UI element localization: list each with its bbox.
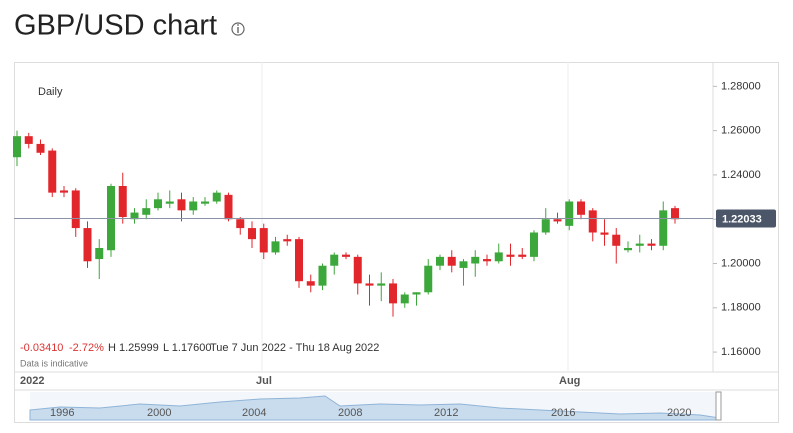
candle-body [154, 199, 162, 209]
navigator-label: 2004 [242, 407, 266, 419]
candle-body [389, 283, 397, 304]
candle-body [224, 194, 233, 220]
candle-body [71, 190, 80, 229]
candle-body [612, 234, 621, 246]
x-tick-label: Aug [559, 375, 580, 387]
navigator-label: 2008 [338, 407, 362, 419]
navigator-label: 1996 [50, 407, 74, 419]
candle-body [212, 192, 221, 202]
candle-body [342, 254, 350, 257]
candle-body [447, 256, 456, 266]
candle-body [600, 232, 609, 235]
candle-body [377, 283, 386, 286]
candle-body [624, 248, 632, 251]
candle-body [13, 136, 21, 158]
candle-body [201, 201, 209, 204]
candle-body [565, 201, 574, 226]
y-tick-label: 1.20000 [721, 257, 761, 269]
note: Data is indicative [20, 358, 88, 368]
candle-body [83, 228, 92, 262]
candle-body [259, 228, 268, 253]
price-label: 1.22033 [722, 213, 762, 225]
navigator-label: 2012 [434, 407, 458, 419]
date-range: Tue 7 Jun 2022 - Thu 18 Aug 2022 [210, 342, 379, 354]
candle-body [189, 201, 198, 211]
interval-label: Daily [38, 86, 63, 98]
candle-body [400, 294, 409, 304]
candle-body [95, 248, 104, 260]
navigator[interactable] [29, 391, 722, 421]
candle-body [165, 201, 174, 204]
candle-body [412, 292, 421, 295]
y-tick-label: 1.18000 [721, 302, 761, 314]
candle-body [471, 256, 480, 264]
candle-body [318, 265, 327, 286]
candle-body [177, 199, 186, 211]
change: -0.03410 [20, 342, 63, 354]
candle-body [248, 228, 256, 240]
candle-body [459, 261, 468, 268]
candle-body [60, 190, 68, 193]
navigator-label: 2020 [667, 407, 691, 419]
candle-body [24, 136, 33, 144]
change-pct: -2.72% [69, 342, 104, 354]
candle-body [635, 243, 644, 246]
y-tick-label: 1.26000 [721, 125, 761, 137]
candle-body [283, 239, 292, 242]
x-tick-label: Jul [256, 375, 272, 387]
candle-body [506, 254, 515, 257]
candle-body [118, 186, 127, 217]
candle-body [553, 219, 562, 222]
candle-body [36, 143, 45, 153]
y-tick-label: 1.24000 [721, 169, 761, 181]
candle-body [330, 254, 339, 266]
low: L 1.17600 [163, 342, 212, 354]
chart-title: GBP/USD chart [14, 10, 217, 42]
candle-body [671, 208, 679, 220]
candle-body [130, 212, 139, 220]
candle-body [424, 265, 433, 293]
candle-body [518, 254, 527, 257]
candle-body [48, 150, 57, 193]
y-tick-label: 1.16000 [721, 346, 761, 358]
candle-body [295, 239, 303, 282]
candle-body [236, 219, 245, 229]
candle-body [306, 281, 315, 286]
price-label-box [716, 209, 776, 228]
high: H 1.25999 [108, 342, 159, 354]
x-tick-label: 2022 [20, 375, 44, 387]
chart-frame [14, 62, 779, 423]
candle-body [588, 210, 597, 233]
candle-body [541, 219, 550, 233]
candle-body [271, 241, 280, 253]
candle-body [577, 201, 585, 215]
info-icon[interactable] [231, 22, 245, 36]
candle-body [365, 283, 374, 286]
y-tick-label: 1.28000 [721, 80, 761, 92]
candle-body [483, 259, 491, 262]
candle-body [659, 210, 668, 246]
candle-body [647, 243, 656, 246]
candle-body [436, 256, 444, 266]
candle-body [353, 256, 362, 284]
navigator-label: 2000 [147, 407, 171, 419]
candle-body [530, 232, 538, 257]
candle-body [494, 252, 503, 262]
navigator-label: 2016 [551, 407, 575, 419]
candle-body [142, 208, 151, 215]
